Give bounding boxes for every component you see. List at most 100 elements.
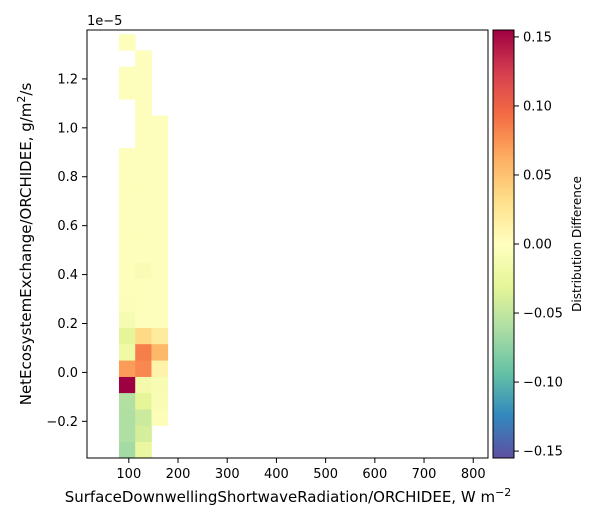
heatmap-cell bbox=[118, 213, 136, 231]
heatmap-cell bbox=[135, 164, 152, 182]
heatmap-cell bbox=[135, 311, 152, 329]
heatmap-cell bbox=[151, 327, 169, 345]
heatmap-cell bbox=[135, 99, 152, 116]
heatmap-cell bbox=[151, 164, 169, 182]
heatmap-cell bbox=[151, 311, 169, 329]
x-axis-ticks: 100 200 300 400 500 600 700 800 bbox=[116, 458, 486, 482]
x-axis-label: SurfaceDownwellingShortwaveRadiation/ORC… bbox=[65, 486, 512, 506]
heatmap-cell bbox=[118, 425, 136, 443]
x-tick-label: 300 bbox=[215, 467, 240, 482]
x-tick-label: 600 bbox=[362, 467, 387, 482]
y-tick-label: 1.2 bbox=[57, 72, 78, 87]
heatmap-cell bbox=[151, 278, 169, 296]
heatmap-cell bbox=[151, 197, 169, 214]
colorbar-tick-label: 0.10 bbox=[523, 99, 552, 114]
heatmap-cell bbox=[151, 213, 169, 231]
x-tick-label: 200 bbox=[166, 467, 191, 482]
x-tick-label: 100 bbox=[116, 467, 141, 482]
heatmap-cell bbox=[118, 197, 136, 214]
heatmap-cell bbox=[135, 441, 152, 459]
x-tick-label: 400 bbox=[264, 467, 289, 482]
heatmap-cell bbox=[151, 360, 169, 377]
heatmap-cell bbox=[135, 425, 152, 443]
heatmap-cell bbox=[135, 392, 152, 410]
heatmap-cell bbox=[135, 229, 152, 247]
y-tick-label: 0.4 bbox=[57, 268, 78, 283]
heatmap-cell bbox=[118, 66, 136, 84]
heatmap-cell bbox=[118, 376, 136, 394]
y-tick-label: 1.0 bbox=[57, 121, 78, 136]
heatmap-cell bbox=[151, 409, 169, 426]
heatmap-cell bbox=[151, 180, 169, 198]
heatmap-cell bbox=[135, 278, 152, 296]
colorbar-ticks: −0.15 −0.10 −0.05 0.00 0.05 0.10 0.15 bbox=[514, 30, 563, 460]
heatmap-cell bbox=[135, 66, 152, 84]
y-axis-label: NetEcosystemExchange/ORCHIDEE, g/m2/s bbox=[15, 83, 35, 406]
heatmap-cell bbox=[118, 409, 136, 426]
heatmap-cell bbox=[135, 360, 152, 377]
heatmap-cell bbox=[151, 294, 169, 312]
heatmap-cell bbox=[151, 262, 169, 280]
y-offset-label: 1e−5 bbox=[87, 14, 122, 29]
heatmap-cell bbox=[151, 115, 169, 133]
heatmap-cell bbox=[151, 392, 169, 410]
heatmap-cell bbox=[135, 409, 152, 426]
heatmap-cell bbox=[135, 343, 152, 361]
colorbar-tick-label: −0.10 bbox=[523, 376, 563, 391]
heatmap-cell bbox=[135, 83, 152, 100]
heatmap-cell bbox=[118, 360, 136, 377]
colorbar-label: Distribution Difference bbox=[570, 176, 584, 312]
heatmap-cell bbox=[118, 34, 136, 51]
heatmap-cell bbox=[135, 115, 152, 133]
heatmap-cell bbox=[151, 131, 169, 149]
heatmap-cell bbox=[151, 229, 169, 247]
heatmap-cell bbox=[118, 164, 136, 182]
heatmap-cell bbox=[135, 148, 152, 165]
heatmap-cell bbox=[151, 376, 169, 394]
colorbar-tick-label: 0.15 bbox=[523, 30, 552, 45]
heatmap-cell bbox=[135, 327, 152, 345]
heatmap-cell bbox=[118, 83, 136, 100]
heatmap-cell bbox=[118, 148, 136, 165]
heatmap-cell bbox=[118, 327, 136, 345]
y-tick-label: 0.6 bbox=[57, 219, 78, 234]
x-tick-label: 500 bbox=[313, 467, 338, 482]
heatmap-cell bbox=[118, 262, 136, 280]
y-tick-label: 0.0 bbox=[57, 366, 78, 381]
heatmap-cell bbox=[118, 441, 136, 459]
heatmap-cell bbox=[118, 311, 136, 329]
heatmap-cell bbox=[135, 50, 152, 68]
x-tick-label: 700 bbox=[412, 467, 437, 482]
heatmap-cell bbox=[151, 245, 169, 263]
y-tick-label: 0.2 bbox=[57, 317, 78, 332]
heatmap-cell bbox=[151, 148, 169, 165]
heatmap-cell bbox=[118, 343, 136, 361]
heatmap-cell bbox=[151, 343, 169, 361]
heatmap-cell bbox=[135, 245, 152, 263]
heatmap-cell bbox=[135, 197, 152, 214]
y-tick-label: 0.8 bbox=[57, 170, 78, 185]
heatmap-cell bbox=[135, 294, 152, 312]
heatmap-cell bbox=[135, 262, 152, 280]
y-axis-ticks: −0.2 0.0 0.2 0.4 0.6 0.8 1.0 1.2 bbox=[46, 72, 87, 430]
colorbar-tick-label: 0.00 bbox=[523, 238, 552, 253]
heatmap-cells bbox=[118, 34, 169, 459]
heatmap-cell bbox=[118, 180, 136, 198]
heatmap-cell bbox=[135, 180, 152, 198]
heatmap-cell bbox=[118, 245, 136, 263]
plot-frame bbox=[86, 29, 489, 459]
heatmap-cell bbox=[118, 229, 136, 247]
heatmap-cell bbox=[118, 294, 136, 312]
y-tick-label: −0.2 bbox=[46, 415, 78, 430]
colorbar-tick-label: 0.05 bbox=[523, 168, 552, 183]
heatmap-cell bbox=[135, 376, 152, 394]
colorbar bbox=[492, 29, 515, 459]
heatmap-cell bbox=[135, 213, 152, 231]
colorbar-tick-label: −0.05 bbox=[523, 307, 563, 322]
colorbar-tick-label: −0.15 bbox=[523, 445, 563, 460]
heatmap-cell bbox=[118, 278, 136, 296]
x-tick-label: 800 bbox=[461, 467, 486, 482]
heatmap-cell bbox=[135, 131, 152, 149]
heatmap-cell bbox=[118, 392, 136, 410]
